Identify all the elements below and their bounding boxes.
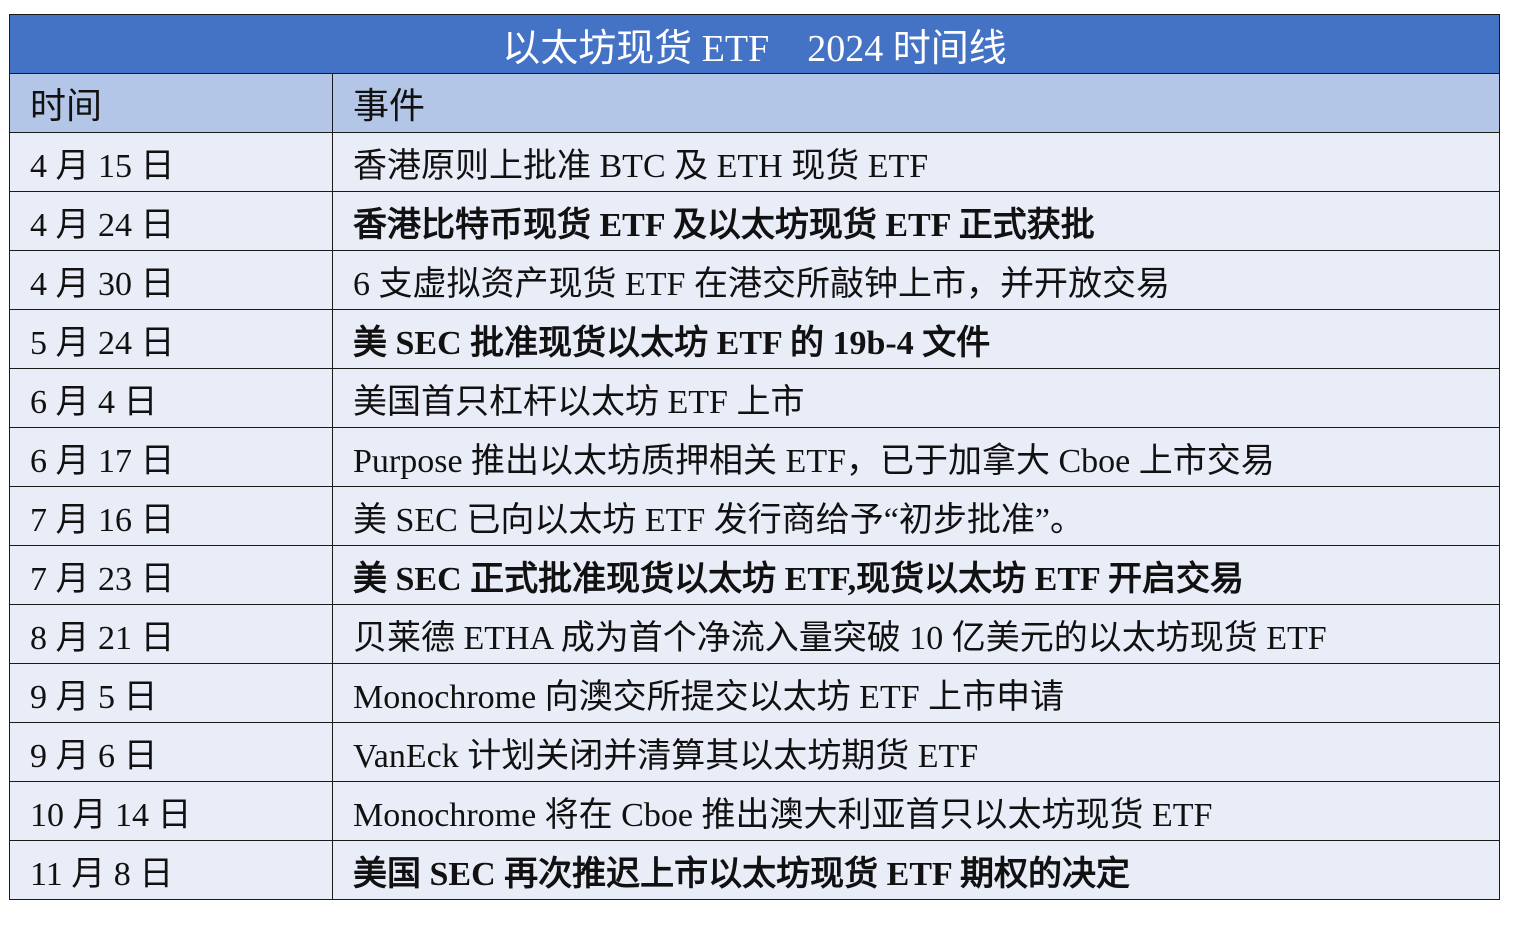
- row-event: VanEck 计划关闭并清算其以太坊期货 ETF: [332, 722, 1500, 782]
- table-row: 6 月 4 日美国首只杠杆以太坊 ETF 上市: [9, 368, 1500, 428]
- row-event: 美 SEC 正式批准现货以太坊 ETF,现货以太坊 ETF 开启交易: [332, 545, 1500, 605]
- row-date: 4 月 15 日: [9, 132, 333, 192]
- header-row: 时间 事件: [9, 73, 1500, 133]
- table-row: 9 月 6 日 VanEck 计划关闭并清算其以太坊期货 ETF: [9, 722, 1500, 782]
- row-date: 4 月 24 日: [9, 191, 333, 251]
- header-event: 事件: [332, 73, 1500, 133]
- row-event: Monochrome 向澳交所提交以太坊 ETF 上市申请: [332, 663, 1500, 723]
- row-date: 9 月 6 日: [9, 722, 333, 782]
- row-date: 7 月 16 日: [9, 486, 333, 546]
- row-event: 6 支虚拟资产现货 ETF 在港交所敲钟上市，并开放交易: [332, 250, 1500, 310]
- row-date: 6 月 17 日: [9, 427, 333, 487]
- table-row: 9 月 5 日 Monochrome 向澳交所提交以太坊 ETF 上市申请: [9, 663, 1500, 723]
- header-date: 时间: [9, 73, 333, 133]
- table-title: 以太坊现货 ETF 2024 时间线: [9, 14, 1500, 74]
- row-date: 7 月 23 日: [9, 545, 333, 605]
- table-row: 8 月 21 日贝莱德 ETHA 成为首个净流入量突破 10 亿美元的以太坊现货…: [9, 604, 1500, 664]
- row-event: 美国首只杠杆以太坊 ETF 上市: [332, 368, 1500, 428]
- row-event: Purpose 推出以太坊质押相关 ETF，已于加拿大 Cboe 上市交易: [332, 427, 1500, 487]
- row-date: 8 月 21 日: [9, 604, 333, 664]
- table-row: 5 月 24 日美 SEC 批准现货以太坊 ETF 的 19b-4 文件: [9, 309, 1500, 369]
- row-event: 美 SEC 批准现货以太坊 ETF 的 19b-4 文件: [332, 309, 1500, 369]
- row-event: Monochrome 将在 Cboe 推出澳大利亚首只以太坊现货 ETF: [332, 781, 1500, 841]
- row-event: 美国 SEC 再次推迟上市以太坊现货 ETF 期权的决定: [332, 840, 1500, 900]
- row-event: 贝莱德 ETHA 成为首个净流入量突破 10 亿美元的以太坊现货 ETF: [332, 604, 1500, 664]
- table-row: 11 月 8 日美国 SEC 再次推迟上市以太坊现货 ETF 期权的决定: [9, 840, 1500, 900]
- row-date: 9 月 5 日: [9, 663, 333, 723]
- table-row: 4 月 15 日香港原则上批准 BTC 及 ETH 现货 ETF: [9, 132, 1500, 192]
- row-date: 11 月 8 日: [9, 840, 333, 900]
- row-event: 美 SEC 已向以太坊 ETF 发行商给予“初步批准”。: [332, 486, 1500, 546]
- row-date: 6 月 4 日: [9, 368, 333, 428]
- row-date: 4 月 30 日: [9, 250, 333, 310]
- row-event: 香港原则上批准 BTC 及 ETH 现货 ETF: [332, 132, 1500, 192]
- table-row: 7 月 16 日美 SEC 已向以太坊 ETF 发行商给予“初步批准”。: [9, 486, 1500, 546]
- table-row: 6 月 17 日 Purpose 推出以太坊质押相关 ETF，已于加拿大 Cboe…: [9, 427, 1500, 487]
- table-row: 7 月 23 日美 SEC 正式批准现货以太坊 ETF,现货以太坊 ETF 开启…: [9, 545, 1500, 605]
- table-row: 10 月 14 日 Monochrome 将在 Cboe 推出澳大利亚首只以太坊现…: [9, 781, 1500, 841]
- table-row: 4 月 24 日香港比特币现货 ETF 及以太坊现货 ETF 正式获批: [9, 191, 1500, 251]
- etf-timeline-table: 以太坊现货 ETF 2024 时间线 时间 事件 4 月 15 日香港原则上批准…: [9, 14, 1500, 900]
- row-date: 5 月 24 日: [9, 309, 333, 369]
- row-date: 10 月 14 日: [9, 781, 333, 841]
- row-event: 香港比特币现货 ETF 及以太坊现货 ETF 正式获批: [332, 191, 1500, 251]
